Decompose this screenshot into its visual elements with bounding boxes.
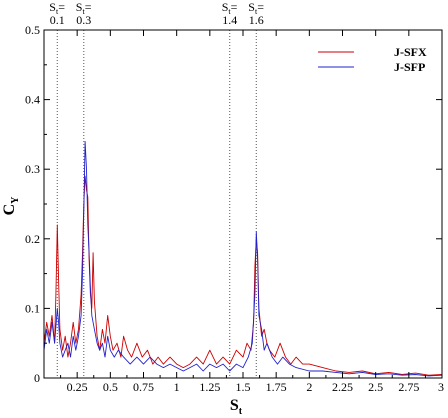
x-tick-label-7: 2 [306,380,312,394]
y-tick-label-1: 0.1 [25,301,40,315]
y-tick-label-3: 0.3 [25,162,40,176]
x-tick-label-9: 2.5 [368,380,383,394]
svg-text:St: St [230,397,243,417]
x-tick-label-4: 1.25 [199,380,220,394]
reference-line-value-1: 0.1 [50,13,65,27]
series-line-j-sfx [43,175,443,376]
reference-line-value-2: 0.3 [76,13,91,27]
y-tick-label-5: 0.5 [25,23,40,37]
reference-line-label-3: St= [222,0,238,16]
x-tick-label-1: 0.5 [103,380,118,394]
svg-text:CY: CY [1,196,21,216]
series-layer [43,140,443,377]
x-tick-label-5: 1.5 [236,380,251,394]
plot-background [44,30,442,378]
x-tick-label-6: 1.75 [266,380,287,394]
y-tick-label-2: 0.2 [25,232,40,246]
legend-label-j-sfx: J-SFX [394,45,427,59]
y-axis-title-main: C [1,204,18,216]
x-tick-label-10: 2.75 [398,380,419,394]
x-tick-labels: 0.25 0.5 0.75 1 1.25 1.5 1.75 2 2.25 2.5 2.75 3 [67,380,444,394]
x-axis-title: St [230,397,243,417]
y-tick-labels: 0 0.1 0.2 0.3 0.4 0.5 [25,23,40,385]
y-tick-label-0: 0 [34,371,40,385]
reference-line-value-4: 1.6 [249,13,264,27]
series-line-j-sfp [43,140,443,377]
reference-line-label-4: St= [248,0,264,16]
x-axis-title-sub: t [239,406,243,417]
reference-line-labels: St=0.1St=0.3St=1.4St=1.6 [49,0,264,27]
reference-line-value-3: 1.4 [222,13,237,27]
x-tick-label-3: 1 [174,380,180,394]
x-tick-label-2: 0.75 [133,380,154,394]
reference-line-label-2: St= [76,0,92,16]
x-tick-label-8: 2.25 [332,380,353,394]
plot-frame [43,29,443,379]
y-axis-title-sub: Y [10,196,21,204]
x-tick-label-11: 3 [438,380,444,394]
legend-label-j-sfp: J-SFP [394,60,425,74]
y-tick-label-4: 0.4 [25,93,40,107]
x-tick-label-0: 0.25 [67,380,88,394]
reference-line-label-1: St= [49,0,65,16]
x-axis-title-main: S [230,397,239,414]
y-axis-title: CY [1,196,21,216]
